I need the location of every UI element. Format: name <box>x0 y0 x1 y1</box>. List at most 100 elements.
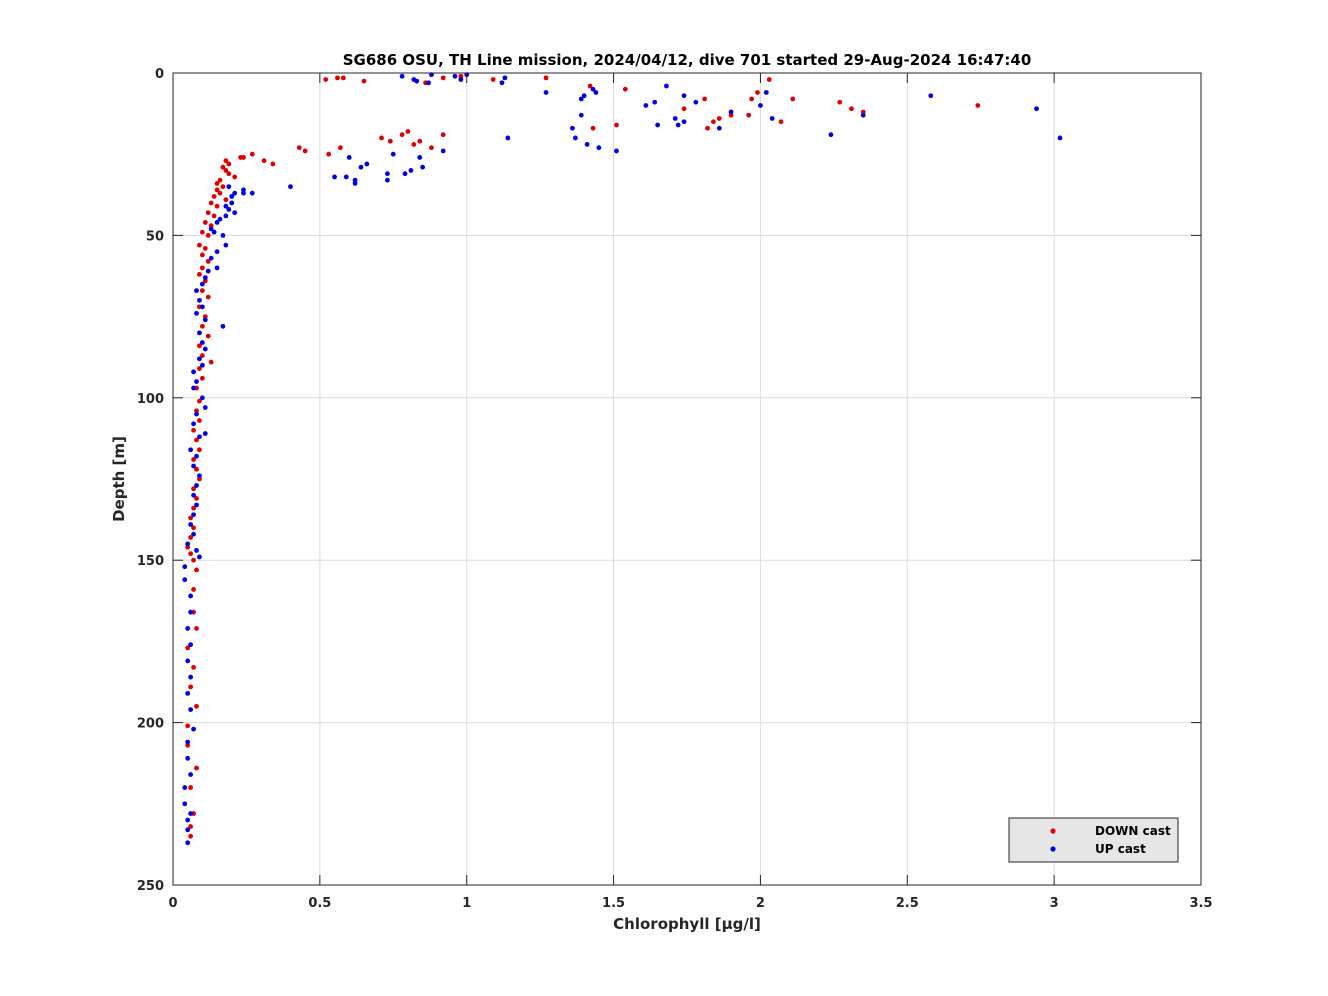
up-cast-point <box>578 96 584 102</box>
down-cast-point <box>208 200 214 206</box>
down-cast-point <box>296 145 302 151</box>
x-tick-label: 3 <box>1050 896 1059 911</box>
down-cast-point <box>214 203 220 209</box>
chart-title: SG686 OSU, TH Line mission, 2024/04/12, … <box>343 51 1032 69</box>
down-cast-point <box>185 723 191 729</box>
up-cast-point <box>223 203 229 209</box>
up-cast-point <box>572 135 578 141</box>
up-cast-point <box>655 122 661 128</box>
down-cast-point <box>849 106 854 112</box>
down-cast-point <box>766 77 772 82</box>
legend-label-down-cast: DOWN cast <box>1095 824 1171 838</box>
up-cast-point <box>191 512 196 518</box>
y-tick-label: 100 <box>137 392 164 407</box>
down-cast-point <box>194 626 199 631</box>
up-cast-point <box>185 755 191 761</box>
down-cast-point <box>191 427 196 433</box>
down-cast-point <box>197 343 202 349</box>
down-cast-point <box>417 138 423 144</box>
down-cast-point <box>440 132 446 138</box>
down-cast-point <box>202 220 208 225</box>
up-cast-point <box>188 522 194 527</box>
up-cast-point <box>188 772 194 777</box>
up-cast-point <box>220 323 226 329</box>
up-cast-point <box>581 93 587 99</box>
down-cast-point <box>188 833 194 839</box>
down-cast-point <box>211 213 217 219</box>
up-cast-point <box>197 356 202 362</box>
down-cast-point <box>205 258 211 264</box>
y-tick-label: 250 <box>137 879 164 894</box>
up-cast-point <box>197 330 202 336</box>
up-cast-point <box>182 801 188 807</box>
x-tick-label: 1 <box>462 896 471 911</box>
up-cast-point <box>188 674 194 680</box>
down-cast-point <box>837 99 843 105</box>
legend-label-up-cast: UP cast <box>1095 842 1146 856</box>
up-cast-point <box>332 174 337 180</box>
down-cast-point <box>405 129 411 134</box>
up-cast-point <box>860 112 866 118</box>
down-cast-point <box>681 106 687 112</box>
down-cast-point <box>188 684 194 690</box>
up-cast-point <box>185 690 191 696</box>
up-cast-point <box>194 288 199 294</box>
up-cast-point <box>214 220 220 225</box>
down-cast-point <box>188 824 194 829</box>
down-cast-point <box>249 151 255 157</box>
up-cast-point <box>664 83 669 89</box>
down-cast-point <box>188 515 194 521</box>
down-cast-point <box>214 187 220 193</box>
down-cast-point <box>199 288 205 294</box>
up-cast-point <box>188 447 194 453</box>
down-cast-point <box>194 765 199 771</box>
up-cast-point <box>194 502 199 508</box>
up-cast-point <box>385 177 390 183</box>
up-cast-point <box>188 593 194 599</box>
up-cast-point <box>197 554 202 560</box>
down-cast-point <box>197 271 202 277</box>
up-cast-point <box>194 411 199 417</box>
up-cast-point <box>1034 106 1039 112</box>
up-cast-point <box>390 151 396 157</box>
down-cast-point <box>490 77 496 82</box>
down-cast-point <box>399 132 405 138</box>
up-cast-point <box>226 184 232 190</box>
up-cast-point <box>202 405 208 410</box>
down-cast-point <box>188 535 194 540</box>
down-cast-point <box>188 551 194 557</box>
up-cast-point <box>191 726 196 732</box>
up-cast-point <box>458 77 464 82</box>
up-cast-point <box>681 119 687 125</box>
down-cast-point <box>205 294 211 300</box>
down-cast-point <box>197 447 202 453</box>
down-cast-point <box>194 466 199 472</box>
up-cast-point <box>928 93 934 99</box>
up-cast-point <box>194 379 199 384</box>
down-cast-point <box>223 158 229 164</box>
down-cast-point <box>590 125 596 131</box>
x-axis-label: Chlorophyll [μg/l] <box>613 915 761 933</box>
up-cast-point <box>578 112 584 118</box>
down-cast-point <box>217 177 223 183</box>
up-cast-point <box>499 80 505 86</box>
down-cast-point <box>361 78 367 84</box>
down-cast-point <box>199 229 205 235</box>
down-cast-point <box>214 181 220 186</box>
up-cast-point <box>194 453 199 459</box>
down-cast-point <box>223 197 229 203</box>
down-cast-point <box>202 245 208 251</box>
down-cast-point <box>702 96 708 102</box>
down-cast-point <box>711 119 716 125</box>
down-cast-point <box>223 168 229 173</box>
plot-frame <box>172 72 1202 886</box>
down-cast-point <box>220 184 226 190</box>
up-cast-point <box>199 304 205 310</box>
up-cast-point <box>570 125 575 131</box>
down-cast-point <box>194 437 199 443</box>
up-cast-point <box>593 90 599 95</box>
up-cast-point <box>440 148 446 154</box>
down-cast-point <box>261 158 267 164</box>
y-tick-label: 200 <box>137 717 164 732</box>
